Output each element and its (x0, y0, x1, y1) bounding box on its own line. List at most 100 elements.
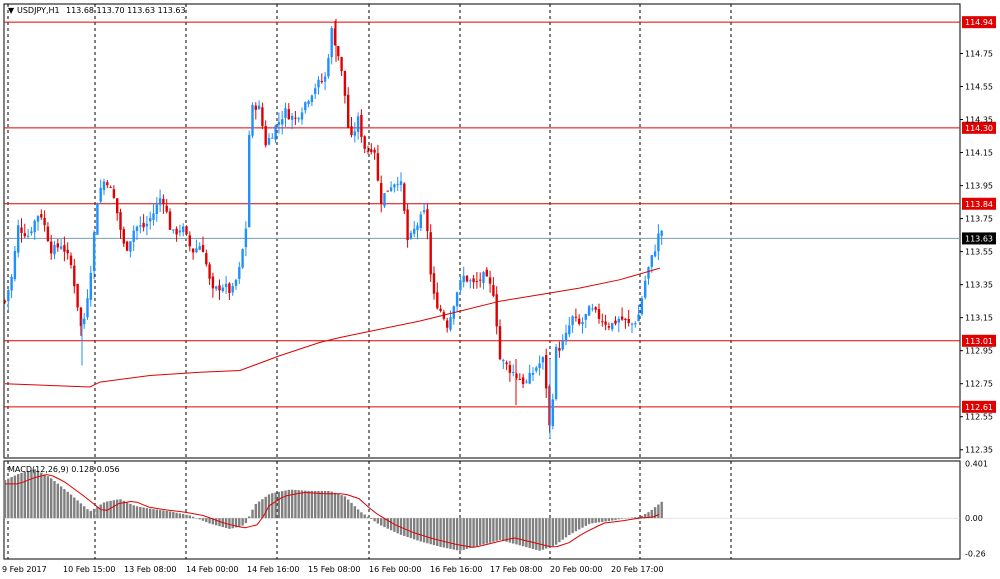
candle-down (429, 232, 432, 275)
macd-bar (432, 518, 436, 546)
candle-down (446, 320, 449, 328)
candle-down (373, 149, 376, 153)
candle-up (653, 251, 657, 257)
macd-bar (521, 518, 525, 547)
collapse-triangle-icon[interactable]: ▼ (8, 6, 15, 15)
macd-bar (244, 518, 248, 524)
candle-down (403, 183, 406, 211)
candle-up (564, 332, 568, 342)
candle-up (36, 215, 40, 222)
candle-down (432, 273, 436, 294)
candle-down (439, 308, 442, 311)
macd-bar (234, 518, 238, 528)
macd-bar (73, 497, 76, 519)
macd-bar (238, 518, 241, 527)
candle-up (86, 298, 89, 318)
macd-bar (142, 507, 145, 519)
macd-bar (373, 518, 376, 522)
candle-up (135, 226, 139, 232)
macd-bar (129, 503, 132, 519)
macd-bar (63, 489, 66, 519)
candle-up (26, 235, 30, 237)
candle-down (294, 117, 297, 119)
macd-bar (152, 509, 155, 519)
candle-up (267, 137, 271, 145)
macd-bar (40, 472, 43, 519)
y-tick-label: 112.55 (965, 413, 993, 422)
macd-bar (218, 518, 221, 527)
macd-bar (568, 518, 571, 536)
candle-up (244, 228, 248, 248)
candle-up (383, 193, 386, 207)
candle-up (413, 228, 416, 234)
candle-up (59, 246, 63, 249)
candle-up (83, 318, 86, 325)
macd-bar (122, 500, 125, 519)
candle-up (102, 181, 106, 191)
candle-up (528, 372, 531, 384)
macd-bar (551, 518, 554, 547)
macd-bar (89, 510, 92, 519)
candles (3, 18, 663, 439)
y-tick-label: 113.75 (965, 215, 993, 224)
level-label: 114.30 (965, 124, 993, 133)
macd-bar (96, 506, 99, 519)
macd-bar (205, 518, 208, 523)
candle-up (139, 225, 142, 227)
x-tick-label: 10 Feb 15:00 (63, 565, 115, 574)
macd-bar (389, 518, 393, 531)
candle-down (508, 365, 512, 373)
candle-up (389, 187, 393, 191)
candle-up (271, 137, 274, 139)
candle-up (568, 325, 571, 335)
macd-bar (343, 496, 347, 519)
macd-bar (584, 518, 587, 526)
candle-down (607, 326, 611, 328)
candle-down (492, 285, 495, 296)
macd-bar (191, 516, 195, 519)
candle-down (201, 245, 205, 253)
candle-down (3, 300, 7, 302)
candle-down (475, 280, 479, 282)
macd-bar (571, 518, 574, 534)
macd-bar (53, 481, 56, 519)
y-tick-label: 113.55 (965, 248, 993, 257)
candle-down (56, 243, 59, 248)
macd-bar (416, 518, 419, 541)
macd-bar (538, 518, 541, 551)
macd-bar (36, 470, 40, 519)
macd-bar (502, 518, 505, 541)
macd-bar (601, 518, 604, 522)
macd-bar (422, 518, 426, 543)
macd-bar (333, 492, 337, 519)
macd-bar (545, 518, 548, 549)
candle-down (122, 229, 125, 244)
macd-bar (363, 514, 366, 519)
candle-up (541, 357, 545, 363)
macd-bar (7, 478, 10, 519)
macd-bar (581, 518, 584, 528)
candle-down (106, 182, 109, 186)
macd-bar (528, 518, 531, 549)
candle-up (129, 241, 132, 252)
indicator-tick-label: -0.26 (965, 550, 986, 559)
macd-bar (228, 518, 231, 529)
macd-bar (492, 518, 495, 542)
macd-bar (469, 518, 472, 549)
candle-down (624, 318, 627, 321)
macd-bar (640, 515, 644, 519)
candle-down (505, 362, 508, 365)
candle-up (238, 267, 241, 279)
macd-bar (46, 476, 50, 519)
candle-up (531, 372, 535, 375)
macd-bar (281, 491, 284, 519)
macd-bar (201, 518, 205, 521)
macd-bar (30, 470, 33, 519)
macd-bar (624, 518, 627, 519)
macd-bar (465, 518, 469, 549)
macd-bar (505, 518, 508, 542)
candle-up (551, 399, 554, 427)
macd-bar (211, 518, 215, 525)
macd-bar (76, 500, 79, 519)
